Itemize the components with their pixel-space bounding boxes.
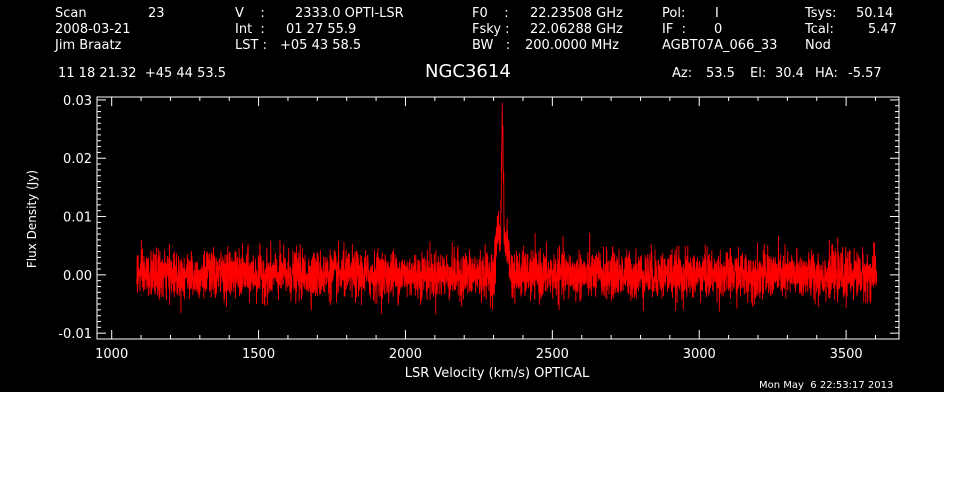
spectrum-line [136,102,878,315]
bw-label: BW : [472,38,511,53]
plot-window: Scan 23 V : 2333.0 OPTI-LSR F0 : 22.2350… [0,0,944,392]
x-tick-label: 2000 [389,347,422,362]
ha-label: HA: [815,66,838,81]
ha-value: -5.57 [848,66,882,81]
y-axis-label: Flux Density (Jy) [25,170,39,268]
spectrum-chart: 1000 1500 2000 2500 3000 3500 -0.01 0.00 0.01 0.… [25,94,900,381]
date: 2008-03-21 [55,22,131,37]
scan-label: Scan [55,6,87,21]
lst-label: LST : [235,38,267,53]
x-tick-label: 3000 [683,347,716,362]
tsys-label: Tsys: [805,6,837,21]
v-label: V : [235,6,265,21]
obs-mode: Nod [805,38,831,53]
x-axis-label: LSR Velocity (km/s) OPTICAL [405,366,590,381]
tcal-value: 5.47 [868,22,897,37]
x-tick-label: 2500 [536,347,569,362]
y-tick-label: 0.02 [63,152,92,167]
x-tick-label: 1000 [95,347,128,362]
f0-value: 22.23508 GHz [530,6,623,21]
bw-value: 200.0000 MHz [525,38,619,53]
y-tick-label: -0.01 [58,327,92,342]
az-value: 53.5 [706,66,735,81]
az-label: Az: [672,66,693,81]
el-label: El: [750,66,767,81]
plot-frame [96,96,900,340]
source-coords: 11 18 21.32 +45 44 53.5 [58,66,227,81]
x-tick-label: 3500 [830,347,863,362]
int-value: 01 27 55.9 [286,22,357,37]
tsys-value: 50.14 [856,6,894,21]
y-axis: -0.01 0.00 0.01 0.02 0.03 [58,94,899,342]
project-id: AGBT07A_066_33 [662,38,778,53]
observer: Jim Braatz [55,38,122,53]
y-tick-label: 0.01 [63,211,92,226]
scan-number: 23 [148,6,165,21]
v-value: 2333.0 OPTI-LSR [295,6,404,21]
y-tick-label: 0.03 [63,94,92,109]
el-value: 30.4 [775,66,804,81]
lst-value: +05 43 58.5 [280,38,362,53]
int-label: Int : [235,22,265,37]
pol-value: I [715,6,719,21]
source-name: NGC3614 [425,61,511,82]
plot-border [96,96,900,340]
f0-label: F0 : [472,6,509,21]
plot-timestamp: Mon May 6 22:53:17 2013 [759,380,894,391]
y-tick-label: 0.00 [63,269,92,284]
if-label: IF : [662,22,686,37]
tcal-label: Tcal: [805,22,834,37]
series-layer [136,102,878,315]
x-tick-label: 1500 [242,347,275,362]
if-value: 0 [714,22,723,37]
fsky-label: Fsky : [472,22,510,37]
pol-label: Pol: [662,6,686,21]
fsky-value: 22.06288 GHz [530,22,623,37]
x-axis: 1000 1500 2000 2500 3000 3500 [95,97,876,362]
